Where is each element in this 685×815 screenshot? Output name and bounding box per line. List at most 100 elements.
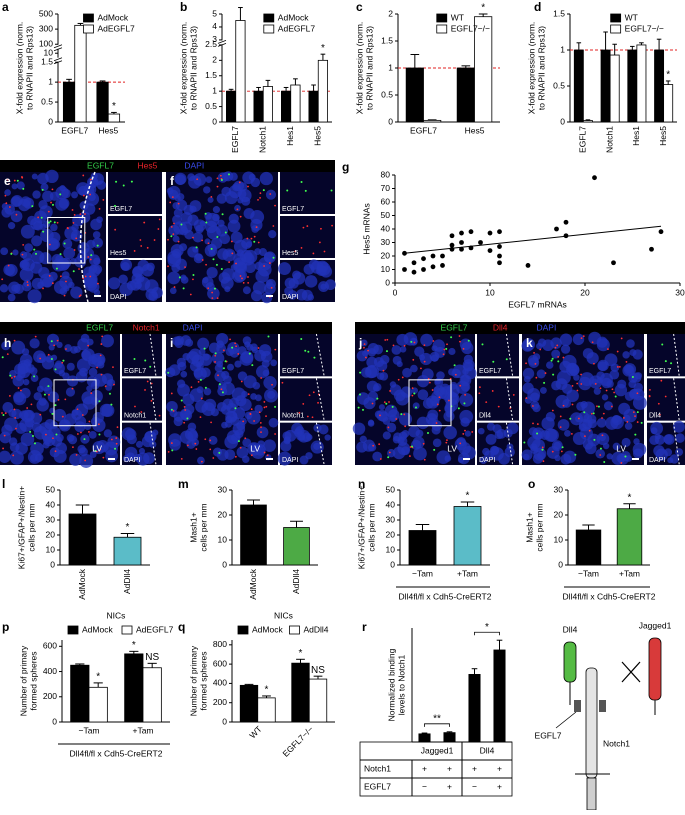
green-signal bbox=[49, 220, 52, 223]
red-signal bbox=[512, 394, 515, 396]
nucleus bbox=[61, 271, 70, 280]
red-signal bbox=[458, 335, 461, 337]
red-signal bbox=[210, 196, 213, 198]
red-signal bbox=[97, 282, 99, 285]
nucleus bbox=[529, 443, 538, 451]
nucleus bbox=[414, 346, 425, 357]
red-signal bbox=[235, 262, 237, 265]
nucleus bbox=[20, 224, 35, 239]
nucleus bbox=[582, 439, 594, 450]
red-signal bbox=[100, 373, 103, 376]
nucleus bbox=[15, 442, 28, 455]
nucleus bbox=[234, 360, 242, 368]
significance: * bbox=[628, 492, 632, 503]
nucleus bbox=[541, 416, 555, 431]
nucleus bbox=[622, 351, 630, 359]
nucleus bbox=[391, 345, 402, 355]
y-tick-label: 600 bbox=[213, 658, 227, 668]
nucleus bbox=[214, 363, 224, 373]
x-tick-label: Notch1 bbox=[258, 126, 268, 153]
nucleus bbox=[64, 344, 72, 352]
green-signal bbox=[541, 448, 544, 451]
point bbox=[421, 256, 426, 262]
y-tick-label: 0 bbox=[385, 277, 390, 287]
red-signal bbox=[216, 185, 219, 188]
red-signal bbox=[172, 233, 175, 236]
y-tick-label: 20 bbox=[554, 509, 564, 519]
red-signal bbox=[605, 389, 608, 392]
legend-swatch bbox=[263, 24, 275, 34]
red-signal bbox=[231, 252, 234, 255]
red-signal bbox=[14, 416, 17, 419]
red-signal bbox=[367, 349, 369, 352]
nucleus bbox=[79, 454, 94, 468]
red-signal bbox=[247, 281, 250, 284]
nucleus bbox=[118, 274, 128, 284]
red-signal bbox=[317, 401, 319, 404]
green-signal bbox=[40, 216, 43, 219]
y-axis-label: to RNAPII and Rps13) bbox=[364, 26, 374, 110]
nucleus bbox=[265, 189, 277, 200]
red-signal bbox=[255, 226, 258, 229]
nucleus bbox=[449, 381, 458, 390]
y-tick-label: 600 bbox=[43, 641, 57, 651]
bar bbox=[280, 90, 292, 123]
red-signal bbox=[244, 437, 247, 440]
nucleus bbox=[362, 439, 376, 452]
red-signal bbox=[404, 425, 407, 428]
y-tick-label: 2 bbox=[388, 8, 393, 18]
nucleus bbox=[71, 191, 79, 199]
inset-label: DAPI bbox=[282, 457, 298, 464]
nucleus bbox=[527, 354, 539, 366]
nucleus bbox=[167, 271, 181, 285]
green-signal bbox=[167, 371, 170, 374]
red-signal bbox=[446, 343, 448, 346]
y-tick-label: 200 bbox=[43, 691, 57, 701]
nucleus bbox=[284, 286, 294, 296]
y-tick-label: 0.5 bbox=[41, 96, 53, 106]
y-axis-label: X-fold expression (norm. bbox=[354, 22, 364, 115]
green-signal bbox=[10, 252, 13, 255]
green-signal bbox=[631, 376, 634, 379]
bar bbox=[308, 90, 319, 123]
nucleus bbox=[42, 220, 51, 228]
nucleus bbox=[187, 430, 199, 442]
green-signal bbox=[552, 373, 555, 376]
inset-label: Dll4 bbox=[479, 413, 491, 420]
red-signal bbox=[209, 439, 212, 442]
nucleus bbox=[65, 387, 76, 397]
nucleus bbox=[93, 257, 101, 266]
legend-label: AdMock bbox=[278, 12, 309, 22]
green-signal bbox=[33, 375, 36, 378]
nucleus bbox=[75, 415, 87, 428]
red-signal bbox=[620, 462, 623, 464]
green-signal bbox=[433, 448, 436, 451]
nucleus bbox=[503, 428, 513, 438]
nucleus bbox=[148, 291, 159, 301]
red-signal bbox=[259, 421, 262, 424]
x-tick-label: −Tam bbox=[78, 725, 99, 735]
nucleus bbox=[0, 284, 9, 293]
red-signal bbox=[599, 454, 602, 456]
chart-title: NICs bbox=[274, 610, 293, 620]
green-signal bbox=[569, 417, 572, 420]
nucleus bbox=[650, 421, 664, 435]
y-tick-label: 10 bbox=[386, 544, 396, 554]
nucleus bbox=[10, 210, 23, 223]
nucleus bbox=[459, 338, 472, 351]
nucleus bbox=[197, 456, 205, 465]
green-signal bbox=[427, 432, 430, 435]
y-tick-label: 10 bbox=[554, 534, 564, 544]
red-signal bbox=[48, 393, 50, 396]
red-signal bbox=[331, 224, 333, 227]
x-tick-label: Hes1 bbox=[631, 126, 641, 146]
green-signal bbox=[59, 253, 62, 256]
red-signal bbox=[250, 408, 253, 411]
green-signal bbox=[574, 453, 577, 456]
bar bbox=[290, 84, 301, 123]
y-axis-label: X-fold expression (norm. bbox=[526, 22, 536, 115]
nucleus bbox=[486, 422, 496, 431]
significance: ** bbox=[433, 713, 441, 724]
bar bbox=[235, 20, 246, 123]
nucleus bbox=[366, 356, 378, 368]
